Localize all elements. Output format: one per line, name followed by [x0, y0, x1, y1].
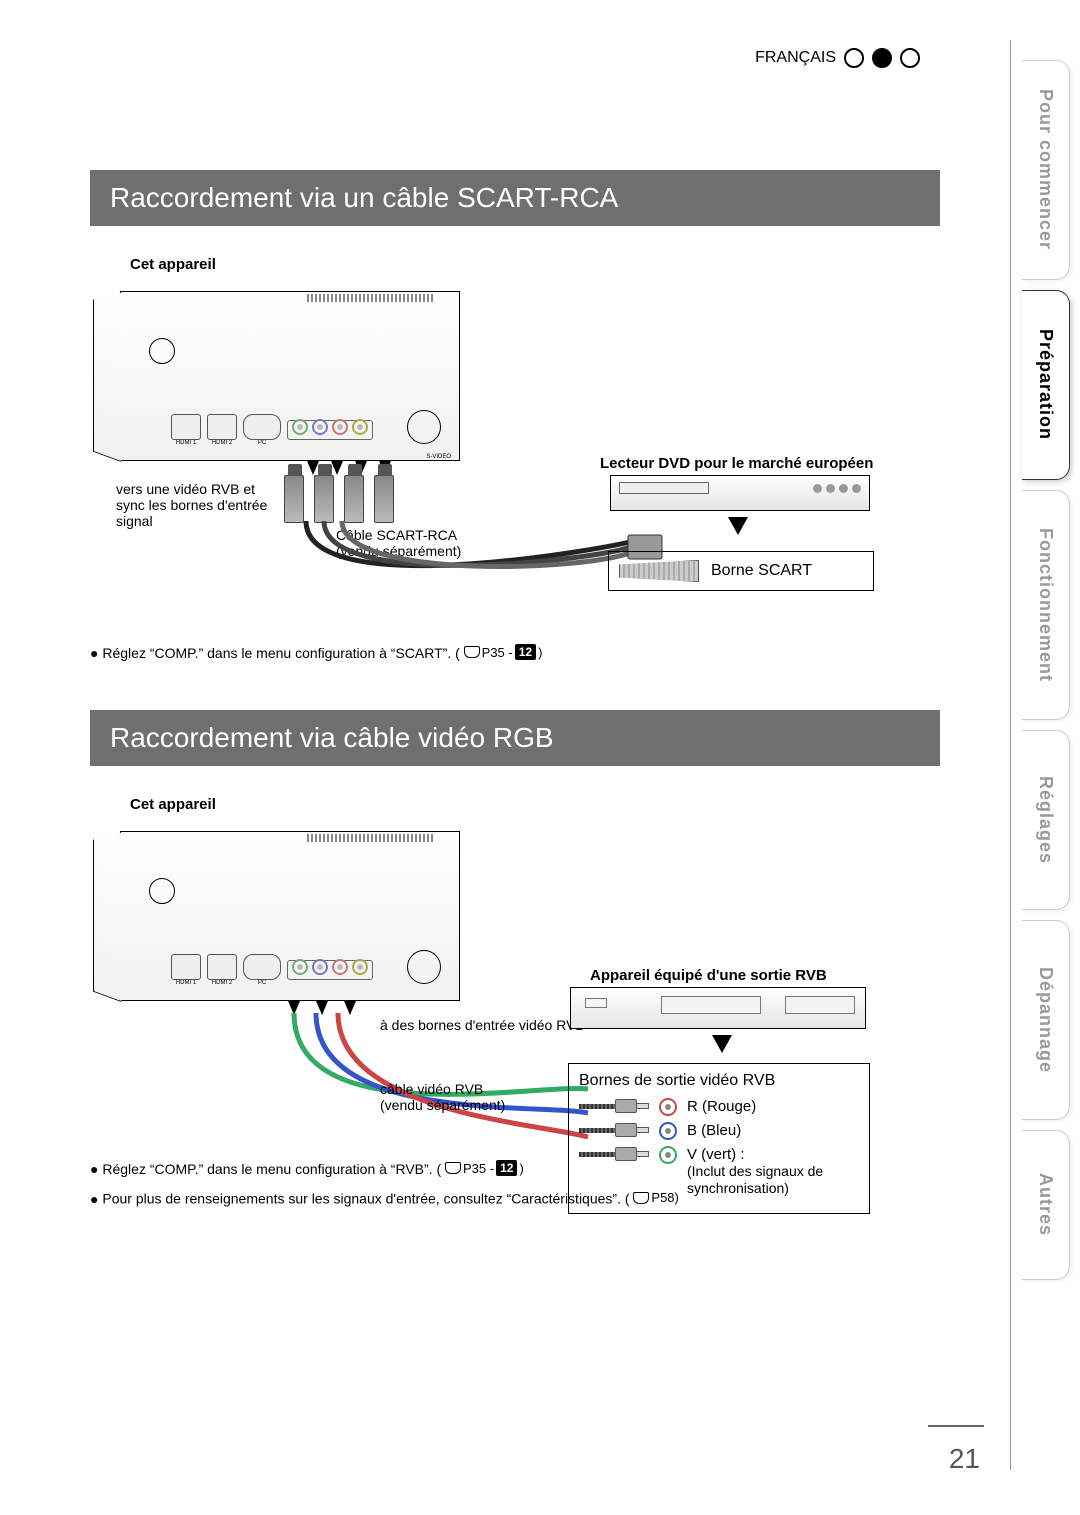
tab-reglages[interactable]: Réglages: [1022, 730, 1070, 910]
hdmi1-port: [171, 414, 201, 440]
lang-dot-1: [844, 48, 864, 68]
tab-depannage[interactable]: Dépannage: [1022, 920, 1070, 1120]
rca-plugs-1: [284, 475, 394, 523]
s2-note1-close: ): [519, 1161, 523, 1176]
rca-g-2: [292, 959, 308, 975]
tab-pour-commencer[interactable]: Pour commencer: [1022, 60, 1070, 280]
rca-r-2: [332, 959, 348, 975]
lang-dot-3: [900, 48, 920, 68]
cable-svg-1: [294, 521, 654, 611]
s2-note1-ref: P35 -: [463, 1161, 494, 1176]
rca-plug-r: [579, 1098, 649, 1114]
note1-tag: 12: [515, 644, 536, 660]
book-icon: [464, 646, 480, 658]
section2-note1: Réglez “COMP.” dans le menu configuratio…: [90, 1160, 524, 1177]
note1-bullet: [90, 645, 102, 661]
to-rgb-sync-caption: vers une vidéo RVB et sync les bornes d'…: [116, 481, 276, 529]
hdmi2-port-2: [207, 954, 237, 980]
rca-y-2: [352, 959, 368, 975]
arrow-to-rgb-out: [712, 1035, 732, 1053]
rgb-device-label: Appareil équipé d'une sortie RVB: [590, 967, 827, 984]
lens-icon-2: [149, 878, 175, 904]
rca-jack-green: [659, 1146, 677, 1164]
hdmi1-port-2: [171, 954, 201, 980]
rca-plug-b: [579, 1122, 649, 1138]
hdmi2-label-2: HDMI 2: [207, 980, 237, 986]
dvd-player-box: [610, 475, 870, 511]
section2-note2: Pour plus de renseignements sur les sign…: [90, 1190, 679, 1207]
page-number: 21: [949, 1443, 980, 1475]
page-content: FRANÇAIS Raccordement via un câble SCART…: [90, 0, 940, 1515]
pc-label-2: PC: [243, 980, 281, 986]
rgb-out-title: Bornes de sortie vidéo RVB: [579, 1072, 859, 1090]
this-unit-label-1: Cet appareil: [130, 256, 940, 273]
pc-port: [243, 414, 281, 440]
ports-row-1: HDMI 1 HDMI 2 PC: [171, 410, 449, 450]
arrow-to-scart: [728, 517, 748, 535]
section1-notes: Réglez “COMP.” dans le menu configuratio…: [90, 644, 542, 661]
rca-r-1: [332, 419, 348, 435]
green-label-l1: V (vert) :: [687, 1146, 745, 1163]
section1-heading: Raccordement via un câble SCART-RCA: [90, 170, 940, 226]
rca-jack-red: [659, 1098, 677, 1116]
s2-note2-bullet: [90, 1191, 102, 1207]
rca-g-1: [292, 419, 308, 435]
dvd-label: Lecteur DVD pour le marché européen: [600, 455, 873, 472]
svideo-port: [407, 410, 441, 444]
book-icon-2: [445, 1162, 461, 1174]
this-unit-label-2: Cet appareil: [130, 796, 940, 813]
pc-port-2: [243, 954, 281, 980]
s2-note1-text: Réglez “COMP.” dans le menu configuratio…: [102, 1161, 441, 1177]
rca-b-1: [312, 419, 328, 435]
lens-icon: [149, 338, 175, 364]
svideo-port-2: [407, 950, 441, 984]
tab-preparation[interactable]: Préparation: [1022, 290, 1070, 480]
ports-row-2: HDMI 1 HDMI 2 PC: [171, 950, 449, 990]
hdmi2-label: HDMI 2: [207, 440, 237, 446]
vent-icon-2: [307, 834, 435, 842]
note1-ref: P35 -: [482, 645, 513, 660]
hdmi1-label-2: HDMI 1: [171, 980, 201, 986]
blue-label: B (Bleu): [687, 1122, 741, 1139]
s2-note2-text: Pour plus de renseignements sur les sign…: [102, 1191, 629, 1207]
cable2-caption-l2: (vendu séparément): [380, 1097, 505, 1113]
rgb-source-device: [570, 987, 866, 1029]
scart-terminal-box: Borne SCART: [608, 551, 874, 591]
lang-dot-active: [872, 48, 892, 68]
note1-text: Réglez “COMP.” dans le menu configuratio…: [102, 645, 459, 661]
diagram-rgb: HDMI 1 HDMI 2 PC: [120, 819, 880, 1219]
diagram-scart: HDMI 1 HDMI 2 PC: [120, 279, 880, 639]
language-row: FRANÇAIS: [755, 48, 920, 68]
green-label-l2: (Inclut des signaux de synchronisation): [687, 1163, 823, 1196]
rca-plug-g: [579, 1146, 649, 1162]
language-label: FRANÇAIS: [755, 49, 836, 67]
section-rgb: Raccordement via câble vidéo RGB Cet app…: [90, 710, 940, 1219]
rca-b-2: [312, 959, 328, 975]
hdmi2-port: [207, 414, 237, 440]
projector-box-2: HDMI 1 HDMI 2 PC: [120, 831, 460, 1001]
vent-icon: [307, 294, 435, 302]
cable2-caption-l1: câble vidéo RVB: [380, 1081, 483, 1097]
book-icon-3: [633, 1192, 649, 1204]
s2-note1-tag: 12: [496, 1160, 517, 1176]
scart-connector-icon: [619, 560, 699, 582]
svideo-label: S-VIDEO: [426, 454, 451, 460]
section2-heading: Raccordement via câble vidéo RGB: [90, 710, 940, 766]
tab-fonctionnement[interactable]: Fonctionnement: [1022, 490, 1070, 720]
section-scart: Raccordement via un câble SCART-RCA Cet …: [90, 170, 940, 639]
page-number-rule: [928, 1425, 984, 1427]
s2-note2-ref: P58): [651, 1190, 678, 1205]
scart-terminal-label: Borne SCART: [711, 562, 812, 580]
s2-note1-bullet: [90, 1161, 102, 1177]
rca-y-1: [352, 419, 368, 435]
red-label: R (Rouge): [687, 1098, 756, 1115]
tab-autres[interactable]: Autres: [1022, 1130, 1070, 1280]
hdmi1-label: HDMI 1: [171, 440, 201, 446]
projector-box-1: HDMI 1 HDMI 2 PC: [120, 291, 460, 461]
note1-close: ): [538, 645, 542, 660]
pc-label: PC: [243, 440, 281, 446]
rca-jack-blue: [659, 1122, 677, 1140]
side-tabs: Pour commencer Préparation Fonctionnemen…: [1010, 40, 1080, 1470]
